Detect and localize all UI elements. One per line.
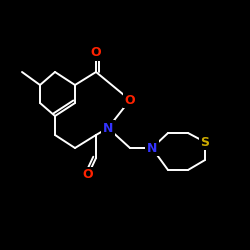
Text: S: S [200,136,209,148]
Text: O: O [91,46,101,60]
Text: N: N [147,142,157,154]
Text: O: O [125,94,135,106]
Text: O: O [83,168,93,181]
Text: N: N [103,122,113,134]
